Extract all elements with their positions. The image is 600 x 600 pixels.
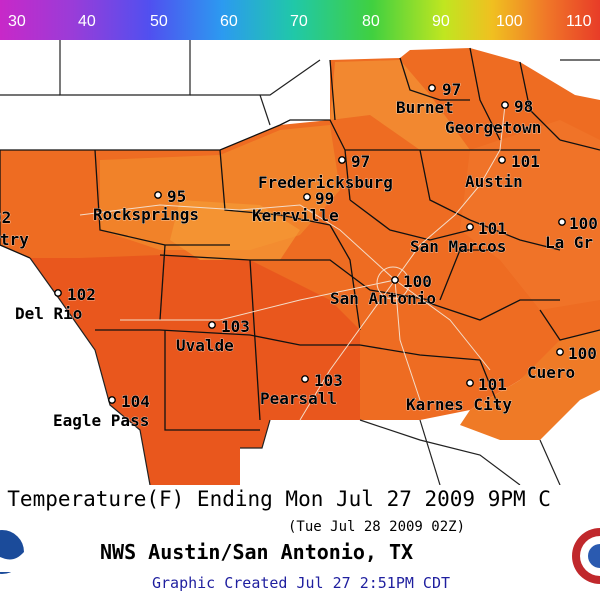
scale-tick-40: 40	[78, 13, 96, 30]
city-dot-eagle-pass	[108, 396, 116, 404]
city-name-fredericksburg: Fredericksburg	[258, 173, 393, 192]
city-dot-burnet	[428, 84, 436, 92]
city-dot-rocksprings	[154, 191, 162, 199]
city-dot-del-rio	[54, 289, 62, 297]
city-name-burnet: Burnet	[396, 98, 454, 117]
city-name-austin: Austin	[465, 172, 523, 191]
city-dot-san-marcos	[466, 223, 474, 231]
scale-tick-50: 50	[150, 13, 168, 30]
city-dot-uvalde	[208, 321, 216, 329]
city-dot-kerrville	[303, 193, 311, 201]
city-dot-la-gr	[558, 218, 566, 226]
temp-value-kerrville: 99	[315, 189, 334, 208]
caption-utc-time: (Tue Jul 28 2009 02Z)	[288, 519, 466, 535]
city-name-san-antonio: San Antonio	[330, 289, 436, 308]
temp-value-karnes-city: 101	[478, 375, 507, 394]
temp-value-del-rio: 102	[67, 285, 96, 304]
county-borders	[0, 47, 600, 431]
temp-value-la-gr: 100	[569, 214, 598, 233]
city-name-karnes-city: Karnes City	[406, 395, 512, 414]
city-name-eagle-pass: Eagle Pass	[53, 411, 149, 430]
highways	[79, 104, 506, 421]
city-name-del-rio: Del Rio	[15, 304, 82, 323]
region-east-fill	[460, 330, 600, 440]
temp-value-eagle-pass: 104	[121, 392, 150, 411]
temp-value-san-marcos: 101	[478, 219, 507, 238]
temp-value-georgetown: 98	[514, 97, 533, 116]
region-east-warm	[460, 120, 600, 310]
temp-value-pearsall: 103	[314, 371, 343, 390]
city-name-kerrville: Kerrville	[252, 206, 339, 225]
region-hill-light	[330, 60, 470, 150]
caption-created: Graphic Created Jul 27 2:51PM CDT	[152, 574, 451, 592]
temp-value-burnet: 97	[442, 80, 461, 99]
city-name-la-gr: La Gr	[545, 233, 593, 252]
city-name-san-marcos: San Marcos	[410, 237, 506, 256]
city-dot-san-antonio	[391, 276, 399, 284]
scale-tick-90: 90	[432, 13, 450, 30]
scale-tick-80: 80	[362, 13, 380, 30]
temp-value-austin: 101	[511, 152, 540, 171]
scale-tick-100: 100	[496, 13, 523, 30]
city-dot-pearsall	[301, 375, 309, 383]
scale-tick-60: 60	[220, 13, 238, 30]
san-antonio-loop	[376, 266, 410, 300]
temp-value-cuero: 100	[568, 344, 597, 363]
temp-value-try: 02	[0, 208, 11, 227]
city-dot-fredericksburg	[338, 156, 346, 164]
city-name-rocksprings: Rocksprings	[93, 205, 199, 224]
temp-value-rocksprings: 95	[167, 187, 186, 206]
city-dot-cuero	[556, 348, 564, 356]
caption-title: n Temperature(F) Ending Mon Jul 27 2009 …	[0, 487, 551, 511]
caption-office: NWS Austin/San Antonio, TX	[100, 540, 414, 564]
noaa-logo	[0, 528, 26, 576]
nws-logo	[572, 528, 600, 584]
city-name-cuero: Cuero	[527, 363, 575, 382]
temp-value-uvalde: 103	[221, 317, 250, 336]
city-dot-karnes-city	[466, 379, 474, 387]
city-name-georgetown: Georgetown	[445, 118, 541, 137]
caption-block: n Temperature(F) Ending Mon Jul 27 2009 …	[0, 485, 600, 600]
temp-value-san-antonio: 100	[403, 272, 432, 291]
scale-tick-110: 110	[566, 13, 592, 30]
city-dot-austin	[498, 156, 506, 164]
city-name-pearsall: Pearsall	[260, 389, 337, 408]
region-south-hot	[30, 255, 360, 485]
scale-tick-30: 30	[8, 13, 26, 30]
city-dot-georgetown	[501, 101, 509, 109]
temp-value-fredericksburg: 97	[351, 152, 370, 171]
city-name-try: try	[0, 230, 29, 249]
city-name-uvalde: Uvalde	[176, 336, 234, 355]
temperature-color-scale: 30 40 50 60 70 80 90 100 110	[0, 0, 600, 40]
scale-tick-70: 70	[290, 13, 308, 30]
